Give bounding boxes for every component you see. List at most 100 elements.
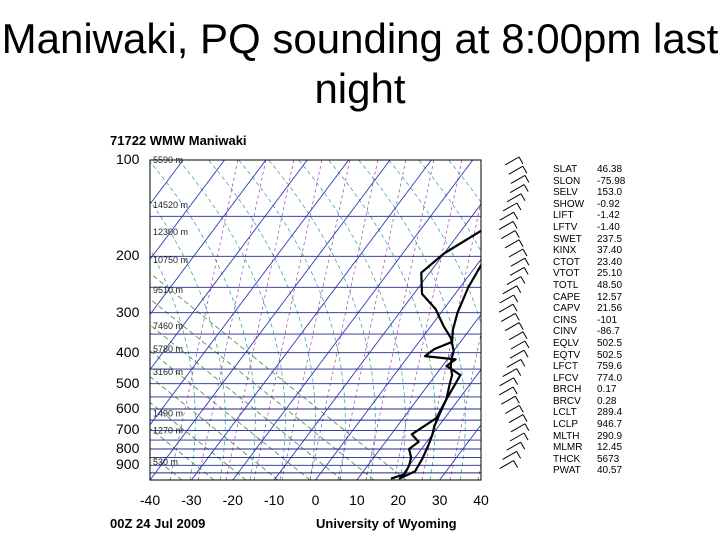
height-label: 1490 m — [153, 409, 183, 419]
index-row: CAPE 12.57 — [553, 292, 637, 304]
pressure-tick-label: 300 — [116, 303, 140, 320]
wind-barb — [499, 211, 515, 221]
height-label: 12300 m — [153, 227, 188, 237]
wind-barb — [506, 358, 522, 368]
wind-barb-flag — [518, 322, 524, 330]
index-value: 0.17 — [597, 384, 617, 396]
index-name: CAPE — [553, 291, 581, 303]
index-name: LCLP — [553, 419, 579, 431]
index-row: MLMR 12.45 — [553, 442, 637, 454]
index-value: 5673 — [597, 453, 620, 465]
height-label: 5590 m — [153, 155, 183, 165]
wind-barb — [508, 331, 524, 341]
index-value: 46.38 — [597, 164, 623, 175]
wind-barb — [500, 230, 516, 240]
index-row: BRCV 0.28 — [553, 396, 637, 408]
wind-barb-flag — [524, 175, 530, 183]
index-value: 502.5 — [597, 349, 623, 361]
index-value: 23.40 — [597, 256, 623, 268]
index-row: BRCH 0.17 — [553, 384, 637, 396]
wind-barb-flag — [512, 221, 518, 229]
temperature-tick-label: -10 — [264, 492, 285, 508]
index-row: LFTV -1.40 — [553, 222, 637, 234]
index-name: PWAT — [553, 465, 581, 477]
plot-border — [149, 159, 482, 481]
wind-barb — [504, 239, 520, 249]
wind-barb — [506, 441, 521, 451]
wind-barb — [506, 276, 522, 286]
index-name: LCLT — [553, 407, 577, 419]
isotherm — [0, 160, 100, 480]
index-value: 37.40 — [597, 245, 623, 257]
isotherm — [356, 313, 481, 480]
wind-barb-flag — [516, 285, 522, 294]
index-name: LFTV — [553, 221, 578, 233]
index-row: SWET 237.5 — [553, 234, 637, 246]
mixing-ratio-line — [281, 160, 351, 480]
index-name: VTOT — [553, 268, 580, 280]
wind-barb-flag — [518, 239, 524, 248]
wind-barb-flag — [523, 349, 529, 358]
dry-adiabat — [150, 376, 279, 480]
mixing-ratio-line — [393, 160, 463, 480]
index-row: LCLP 946.7 — [553, 419, 637, 431]
index-name: CAPV — [553, 303, 581, 315]
wind-barb — [510, 174, 526, 184]
height-label: 1270 m — [153, 425, 183, 435]
index-value: -0.92 — [597, 198, 620, 210]
isotherm — [0, 160, 59, 480]
mixing-ratio-line — [197, 160, 267, 480]
dry-adiabat — [150, 298, 375, 480]
index-row: VTOT 25.10 — [553, 268, 637, 280]
wind-barb-flag — [514, 230, 520, 238]
dry-adiabat — [0, 60, 22, 480]
wind-barb — [506, 193, 522, 203]
mixing-ratio-line — [337, 160, 407, 480]
mixing-ratio-line — [309, 160, 379, 480]
index-row: CINS -101 — [553, 315, 637, 327]
wind-barb — [509, 349, 525, 359]
index-value: 48.50 — [597, 279, 623, 291]
index-row: THCK 5673 — [553, 454, 637, 466]
pressure-tick-label: 900 — [116, 456, 140, 473]
index-value: 153.0 — [597, 187, 623, 199]
slide-title: Maniwaki, PQ sounding at 8:00pm last nig… — [1, 15, 719, 112]
temperature-tick-label: 0 — [311, 492, 320, 508]
wind-barb — [502, 202, 518, 212]
index-name: THCK — [553, 453, 581, 465]
wind-barb — [508, 165, 524, 175]
wind-barb-flag — [523, 432, 529, 441]
mixing-ratio-line — [169, 160, 239, 480]
index-value: -1.40 — [597, 221, 620, 233]
data-source: University of Wyoming — [316, 516, 457, 531]
isotherm — [273, 203, 481, 480]
wind-barb-flag — [524, 257, 530, 266]
index-row: CAPV 21.56 — [553, 303, 637, 315]
index-name: TOTL — [553, 279, 579, 291]
temperature-tick-label: 40 — [473, 492, 489, 508]
index-value: 290.9 — [597, 430, 623, 442]
index-row: MLTH 290.9 — [553, 431, 637, 443]
mixing-ratio-line — [253, 160, 323, 480]
wind-barb-flag — [522, 414, 528, 422]
dry-adiabat — [0, 60, 86, 480]
height-label: 530 m — [153, 457, 178, 467]
height-label: 5780 m — [153, 344, 183, 354]
plot-area — [0, 60, 481, 480]
index-row: PWAT 40.57 — [553, 465, 637, 477]
wind-barb — [509, 184, 525, 194]
height-label: 3160 m — [153, 367, 183, 377]
wind-barb-flag — [522, 248, 528, 257]
wind-barb-flag — [520, 359, 526, 367]
index-row: LFCT 759.6 — [553, 361, 637, 373]
index-value: -1.42 — [597, 210, 620, 222]
index-row: CTOT 23.40 — [553, 257, 637, 269]
wind-barb-flag — [516, 368, 522, 376]
pressure-tick-label: 400 — [116, 343, 140, 360]
isotherm — [0, 160, 18, 480]
index-name: SELV — [553, 187, 578, 199]
index-row: LFCV 774.0 — [553, 373, 637, 385]
height-label: 9510 m — [153, 285, 183, 295]
index-row: CINV -86.7 — [553, 326, 637, 338]
